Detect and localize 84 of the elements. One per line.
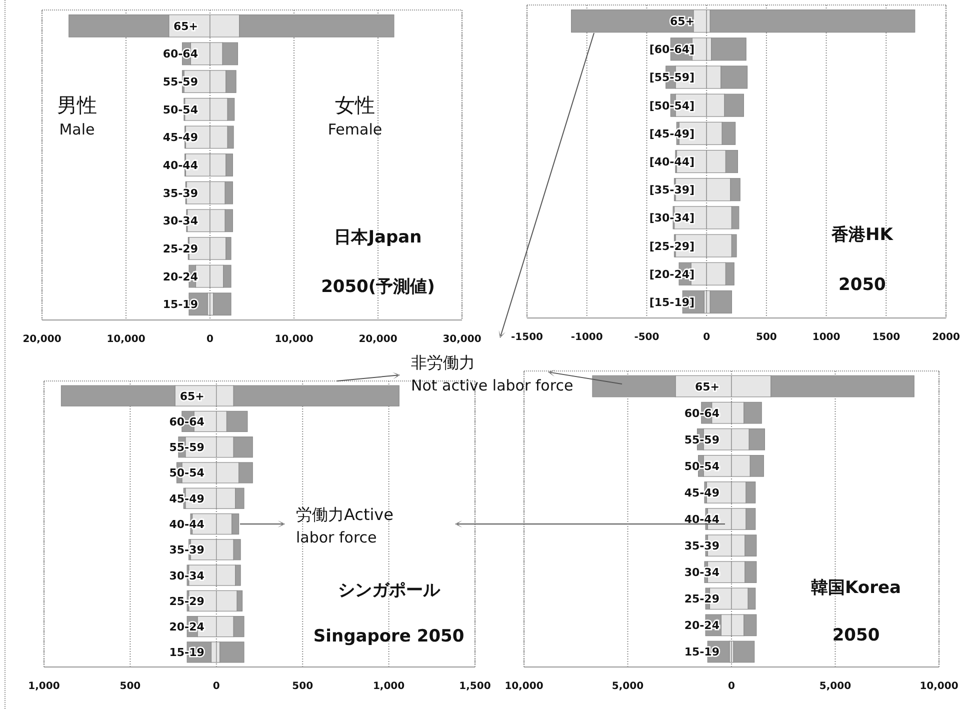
y-tick-label: 50-54 xyxy=(162,103,198,116)
annotation: 女性 Female xyxy=(328,93,382,138)
x-tick-label: 0 xyxy=(728,681,736,692)
y-tick-label: 30-34 xyxy=(169,569,205,582)
bar xyxy=(733,640,755,663)
y-tick-label: 35-39 xyxy=(162,186,198,200)
text: Singapore 2050 xyxy=(313,626,464,646)
y-tick-label: 25-29 xyxy=(169,594,204,608)
x-tick-label: 30,000 xyxy=(442,334,482,345)
x-tick-label: 0 xyxy=(703,332,710,343)
y-tick-label: [40-44] xyxy=(649,156,695,168)
x-tick-label: 20,000 xyxy=(358,334,398,345)
y-tick-label: [35-39] xyxy=(649,184,695,197)
y-tick-label: 40-44 xyxy=(684,513,720,526)
annotation: 労働力Active labor force xyxy=(296,505,394,546)
x-tick-label: 1,000 xyxy=(28,681,60,692)
x-tick-label: 10,000 xyxy=(106,334,146,345)
bar xyxy=(710,290,732,314)
bar xyxy=(213,292,232,316)
y-tick-label: [45-49] xyxy=(649,127,695,140)
y-tick-label: 55-59 xyxy=(169,441,204,454)
y-tick-label: 60-64 xyxy=(684,406,720,420)
x-tick-label: 20,000 xyxy=(22,334,62,345)
y-tick-label: [20-24] xyxy=(649,268,695,281)
x-tick-label: -1000 xyxy=(570,332,603,343)
x-tick-label: 2000 xyxy=(932,332,960,343)
y-tick-label: 35-39 xyxy=(169,544,204,557)
x-tick-label: 10,000 xyxy=(920,681,958,692)
x-tick-label: 0 xyxy=(212,681,220,692)
x-tick-label: 1500 xyxy=(872,332,900,343)
y-tick-label: 55-59 xyxy=(684,433,720,446)
y-tick-label: 65+ xyxy=(180,390,204,403)
annotation: 男性 Male xyxy=(57,93,97,138)
y-tick-label: [30-34] xyxy=(649,212,695,225)
x-tick-label: 500 xyxy=(756,332,777,343)
y-tick-label: 65+ xyxy=(670,15,695,28)
text: 2050 xyxy=(832,625,880,646)
x-tick-label: -500 xyxy=(634,332,660,343)
y-tick-label: 20-24 xyxy=(162,270,198,284)
y-tick-label: 15-19 xyxy=(162,298,198,312)
x-tick-label: 500 xyxy=(292,681,314,692)
y-tick-label: 45-49 xyxy=(684,486,720,500)
x-tick-label: 10,000 xyxy=(274,334,314,345)
y-tick-label: 30-34 xyxy=(162,214,198,228)
y-tick-label: [15-19] xyxy=(649,296,695,309)
y-tick-label: 20-24 xyxy=(684,619,720,632)
y-tick-label: 65+ xyxy=(173,20,198,33)
y-tick-label: 65+ xyxy=(694,380,720,394)
x-tick-label: 0 xyxy=(206,334,214,345)
text: 2050 xyxy=(838,274,886,295)
y-tick-label: 15-19 xyxy=(684,646,720,659)
y-tick-label: 25-29 xyxy=(162,242,198,256)
text: 香港HK xyxy=(830,224,894,245)
text: 2050(予測値) xyxy=(321,277,435,298)
y-tick-label: 50-54 xyxy=(684,460,720,473)
x-tick-label: 500 xyxy=(120,681,141,692)
y-tick-label: 35-39 xyxy=(684,540,720,553)
x-tick-label: 1,000 xyxy=(372,681,405,692)
y-tick-label: 45-49 xyxy=(169,492,204,506)
y-tick-label: 40-44 xyxy=(162,159,198,172)
text: 韓国Korea xyxy=(811,578,901,598)
y-tick-label: [25-29] xyxy=(649,240,695,253)
y-tick-label: [55-59] xyxy=(649,71,695,84)
x-tick-label: 5,000 xyxy=(612,681,644,692)
y-tick-label: 30-34 xyxy=(684,566,720,580)
y-tick-label: 60-64 xyxy=(169,415,205,428)
y-tick-label: 40-44 xyxy=(169,518,205,531)
y-tick-label: 55-59 xyxy=(162,76,198,89)
x-tick-label: -1500 xyxy=(511,332,544,343)
y-tick-label: 45-49 xyxy=(162,131,198,144)
y-tick-label: 50-54 xyxy=(169,466,205,480)
x-tick-label: 10,000 xyxy=(504,681,544,692)
y-tick-label: 25-29 xyxy=(684,592,720,606)
y-tick-label: 20-24 xyxy=(169,620,205,634)
text: シンガポール xyxy=(338,580,441,600)
y-tick-label: [50-54] xyxy=(649,99,695,112)
text: 日本Japan xyxy=(334,228,422,248)
y-tick-label: 60-64 xyxy=(162,48,198,61)
annotation: 非労働力 Not active labor force xyxy=(411,353,574,394)
x-tick-label: 1,500 xyxy=(459,681,491,692)
y-tick-label: [60-64] xyxy=(649,43,695,56)
x-tick-label: 1000 xyxy=(812,332,840,343)
bar xyxy=(220,642,244,663)
x-tick-label: 5,000 xyxy=(819,681,852,692)
